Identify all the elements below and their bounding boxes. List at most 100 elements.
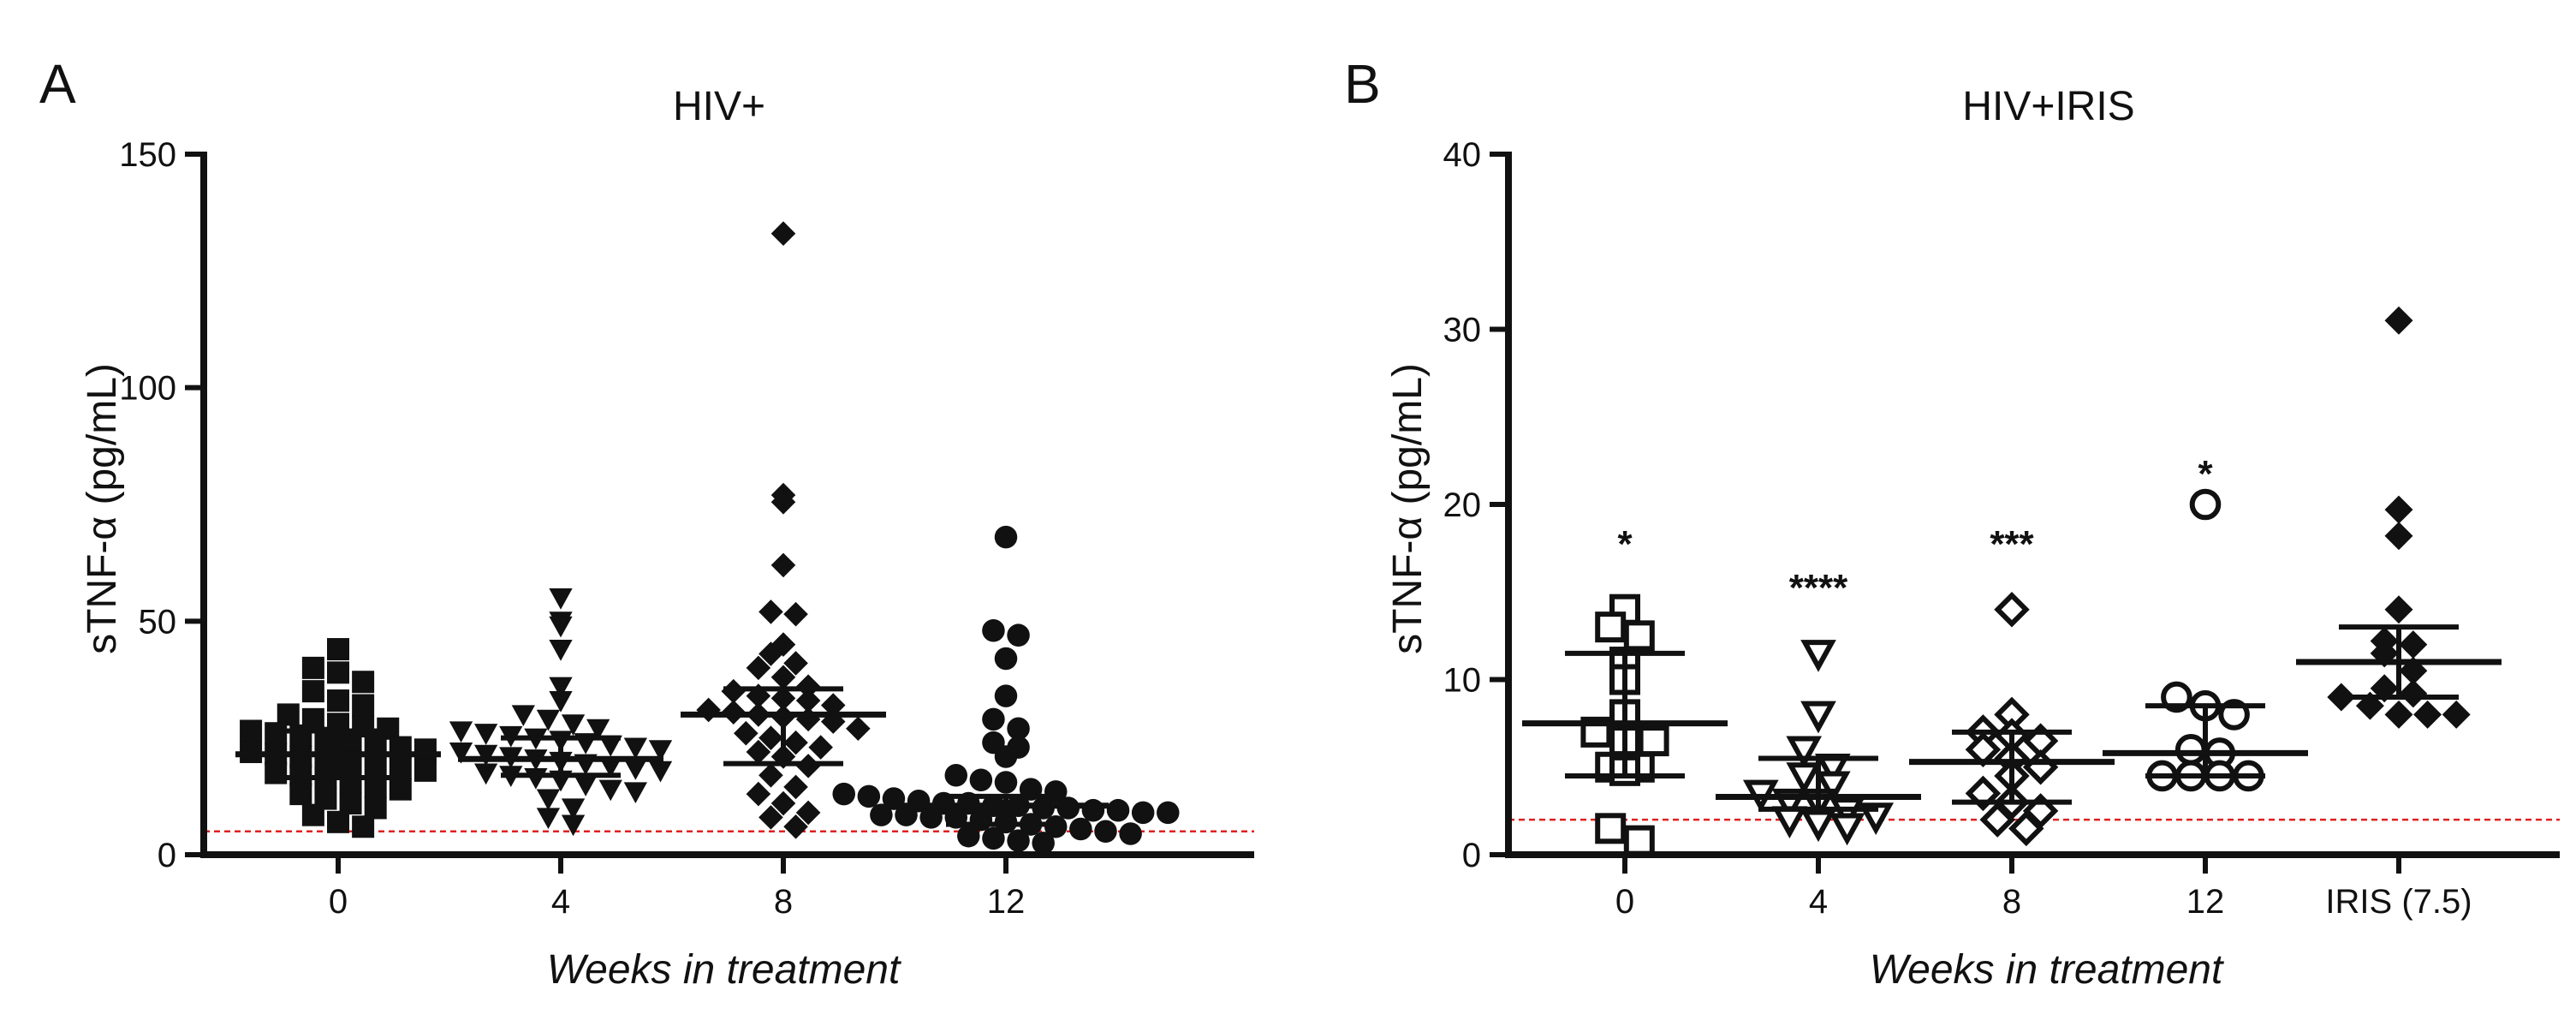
data-point xyxy=(561,814,586,837)
data-point xyxy=(2384,306,2413,335)
x-tick-label: 0 xyxy=(329,883,348,921)
data-point xyxy=(1106,798,1130,822)
data-point xyxy=(734,720,759,746)
data-point xyxy=(1638,725,1669,757)
y-tick-label: 50 xyxy=(139,603,177,641)
data-point xyxy=(240,719,263,743)
data-point xyxy=(783,601,808,627)
data-point xyxy=(857,784,881,808)
data-point xyxy=(1979,802,2015,838)
panel-b-x-axis-label: Weeks in treatment xyxy=(1870,947,2224,993)
y-tick-label: 10 xyxy=(1443,662,1482,700)
data-point xyxy=(413,759,437,782)
x-tick-label: 12 xyxy=(2186,883,2225,921)
data-point xyxy=(2442,700,2471,729)
data-point xyxy=(1623,825,1655,856)
data-point xyxy=(1069,817,1092,841)
data-point xyxy=(598,779,622,802)
data-point xyxy=(846,716,871,742)
data-point xyxy=(301,803,324,826)
data-point xyxy=(1595,611,1627,643)
y-tick-label: 40 xyxy=(1443,136,1482,174)
data-point xyxy=(1771,806,1808,839)
data-point xyxy=(1814,771,1851,804)
data-point xyxy=(2399,679,2428,708)
data-point xyxy=(1007,717,1030,741)
data-point xyxy=(511,705,535,727)
data-point xyxy=(746,655,771,681)
data-point xyxy=(473,744,498,766)
data-point xyxy=(746,739,771,765)
data-point xyxy=(623,759,648,780)
panel-a: A HIV+ sTNF-α (pg/mL) Weeks in treatment… xyxy=(39,53,1254,993)
x-tick-label: 0 xyxy=(1615,883,1634,921)
data-point xyxy=(969,768,993,792)
data-point xyxy=(413,738,437,761)
data-point xyxy=(759,725,783,750)
data-point xyxy=(746,683,771,708)
panel-b: B HIV+IRIS sTNF-α (pg/mL) Weeks in treat… xyxy=(1344,53,2560,993)
data-point xyxy=(1094,820,1117,843)
data-point xyxy=(549,690,573,713)
data-point xyxy=(389,778,412,801)
data-point xyxy=(870,803,893,826)
data-point xyxy=(339,771,362,794)
data-point xyxy=(770,489,796,515)
data-point xyxy=(2399,630,2428,659)
data-point xyxy=(623,737,648,760)
data-point xyxy=(1081,798,1105,822)
data-point xyxy=(327,810,349,833)
data-point xyxy=(982,707,1005,731)
data-point xyxy=(1994,591,2030,628)
panel-b-title: HIV+IRIS xyxy=(1962,84,2134,129)
data-point xyxy=(1800,701,1836,734)
y-tick-label: 0 xyxy=(1462,837,1481,874)
data-point xyxy=(820,693,846,718)
x-tick-label: 4 xyxy=(1809,883,1828,921)
data-point xyxy=(586,719,610,741)
data-point xyxy=(696,697,721,723)
data-point xyxy=(770,632,796,657)
data-point xyxy=(623,782,648,804)
data-point xyxy=(2174,734,2207,766)
data-point xyxy=(265,761,288,784)
data-point xyxy=(473,724,498,745)
x-tick-label: 12 xyxy=(987,883,1026,921)
data-point xyxy=(982,618,1005,642)
data-point xyxy=(1800,809,1836,843)
data-point xyxy=(549,588,573,610)
y-tick-label: 30 xyxy=(1443,312,1482,349)
significance-label: *** xyxy=(1990,523,2034,565)
panel-letter-b: B xyxy=(1344,53,1381,115)
data-point xyxy=(2189,488,2222,521)
data-point xyxy=(449,742,473,764)
data-point xyxy=(364,755,387,778)
data-point xyxy=(783,774,808,800)
panel-a-x-axis-label: Weeks in treatment xyxy=(547,947,901,993)
data-point xyxy=(1007,623,1030,647)
data-point xyxy=(1119,822,1142,845)
data-point xyxy=(327,638,349,661)
data-point xyxy=(783,730,808,755)
data-point xyxy=(352,694,375,717)
data-point xyxy=(327,661,349,684)
data-point xyxy=(473,763,498,785)
x-tick-label: 4 xyxy=(551,883,570,921)
data-point xyxy=(2384,522,2413,551)
data-point xyxy=(1623,620,1655,652)
data-point xyxy=(648,740,673,761)
data-point xyxy=(1800,640,1836,672)
data-point xyxy=(770,790,796,816)
data-point xyxy=(770,221,796,247)
data-point xyxy=(364,796,387,820)
x-tick-label: 8 xyxy=(774,883,793,921)
data-point xyxy=(832,782,855,806)
data-point xyxy=(549,616,573,638)
y-tick-label: 150 xyxy=(119,136,176,174)
y-tick-label: 0 xyxy=(158,837,176,874)
data-point xyxy=(449,721,473,743)
data-point xyxy=(783,651,808,676)
data-point xyxy=(795,707,821,732)
data-point xyxy=(524,767,548,790)
